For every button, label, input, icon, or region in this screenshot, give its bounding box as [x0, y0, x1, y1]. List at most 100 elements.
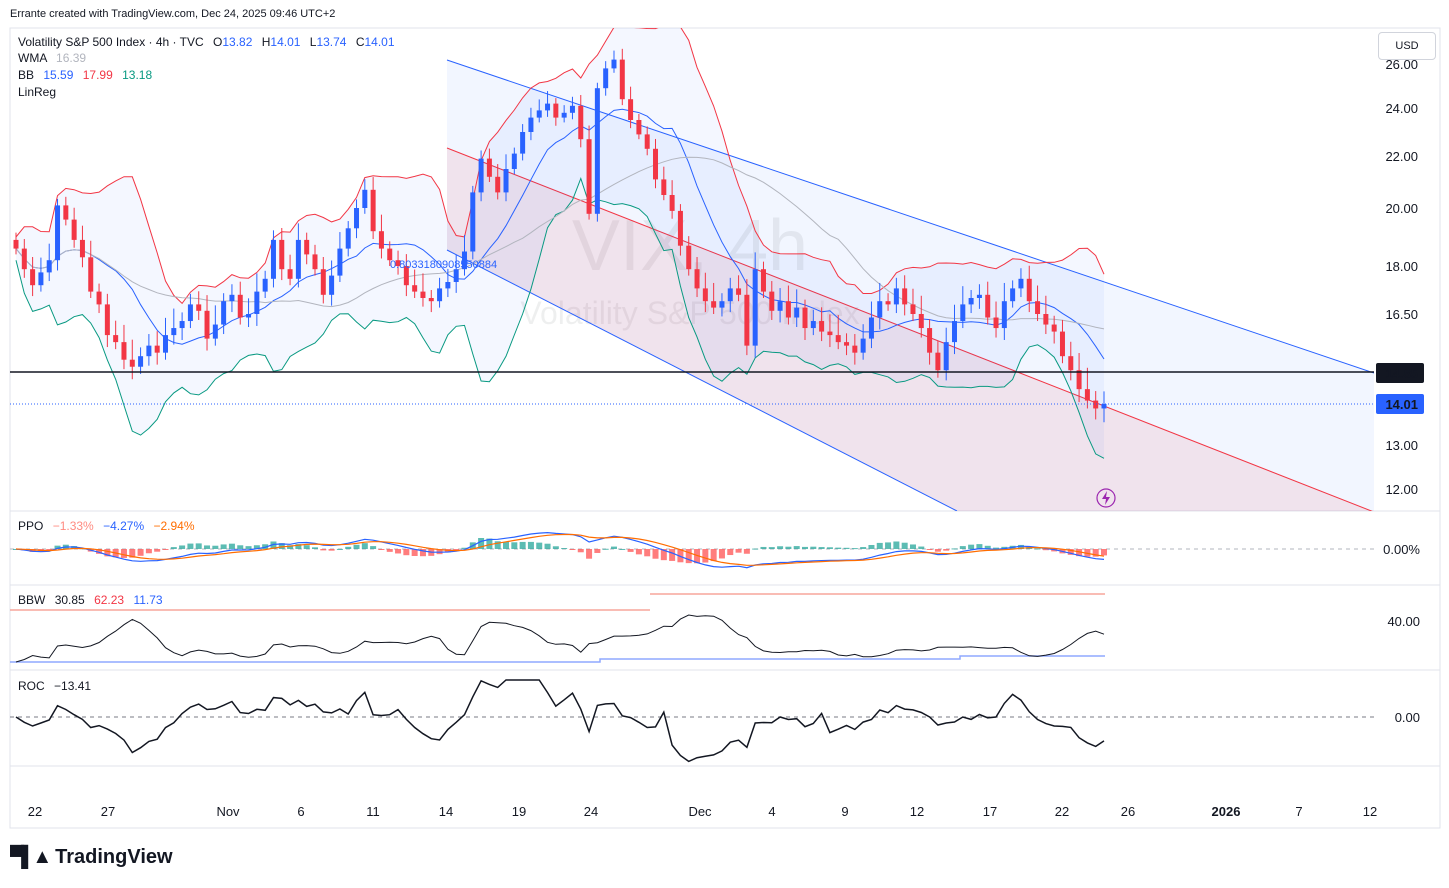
- ppo-histogram-bar: [843, 547, 850, 549]
- candle: [520, 132, 526, 154]
- candle: [561, 112, 567, 118]
- candle: [237, 294, 243, 318]
- candle: [868, 317, 874, 339]
- ppo-histogram-bar: [320, 549, 327, 551]
- candle: [395, 260, 401, 266]
- candle: [802, 307, 808, 329]
- ppo-histogram-bar: [943, 549, 950, 551]
- ppo-histogram-bar: [627, 549, 634, 552]
- candle: [179, 321, 185, 329]
- ppo-histogram-bar: [228, 543, 235, 549]
- bbw-lower-value: 11.73: [133, 593, 162, 607]
- ppo-histogram-bar: [677, 549, 684, 563]
- ppo-histogram-bar: [669, 549, 676, 561]
- candle: [785, 301, 791, 318]
- candle: [162, 335, 168, 353]
- ppo-histogram-bar: [1017, 544, 1024, 549]
- ppo-histogram-bar: [934, 549, 941, 552]
- candle: [877, 301, 883, 318]
- candle: [603, 68, 609, 89]
- candle: [769, 291, 775, 311]
- ppo-histogram-bar: [968, 544, 975, 549]
- x-tick: 11: [366, 804, 380, 819]
- ppo-histogram-bar: [478, 537, 485, 549]
- x-tick: 6: [297, 804, 304, 819]
- candle: [536, 110, 542, 118]
- ppo-line: [15, 531, 1105, 569]
- candle: [827, 331, 833, 336]
- candle: [154, 345, 160, 353]
- ppo-histogram-bar: [826, 547, 833, 549]
- currency-button[interactable]: USD: [1378, 32, 1436, 60]
- ppo-histogram-bar: [901, 542, 908, 549]
- ppo-histogram-bar: [187, 543, 194, 549]
- y-tick: 24.00: [1385, 101, 1418, 116]
- candle: [860, 338, 866, 353]
- ppo-histogram-bar: [959, 546, 966, 549]
- candle: [354, 208, 360, 229]
- x-tick: 22: [28, 804, 42, 819]
- roc-line: [15, 679, 1105, 763]
- linreg-upper-line: [446, 59, 1374, 374]
- lightning-glyph: [1102, 491, 1110, 505]
- candle: [794, 307, 800, 318]
- candle: [138, 356, 144, 367]
- candle: [453, 269, 459, 282]
- candle: [445, 282, 451, 289]
- y-tick: 20.00: [1385, 201, 1418, 216]
- ppo-histogram-bar: [1001, 546, 1008, 549]
- candle: [952, 321, 958, 343]
- candle: [1035, 301, 1041, 314]
- candle: [943, 342, 949, 371]
- candle: [711, 301, 717, 308]
- y-tick: 26.00: [1385, 57, 1418, 72]
- price-axis[interactable]: 26.00 24.00 22.00 20.00 18.00 16.50 13.0…: [1385, 57, 1418, 497]
- candle: [702, 288, 708, 302]
- candle: [669, 195, 675, 211]
- tradingview-logo[interactable]: ▀▌▲ TradingView: [10, 846, 173, 869]
- candle: [1076, 370, 1082, 390]
- linreg-value: 0.8033180908550884: [390, 259, 497, 271]
- ppo-histogram-bar: [594, 549, 601, 553]
- ppo-histogram-bar: [569, 549, 576, 550]
- candle: [927, 328, 933, 353]
- ppo-signal-value: −2.94%: [153, 519, 194, 533]
- ppo-histogram-bar: [918, 546, 925, 549]
- ppo-histogram-bar: [494, 541, 501, 549]
- ppo-axis-label: 0.00%: [1383, 542, 1420, 557]
- svg-text:Volatility S&P 500 Index · 4h: Volatility S&P 500 Index · 4h · TVC O13.…: [18, 35, 395, 49]
- ppo-histogram-bar: [46, 549, 53, 551]
- ppo-histogram-bar: [129, 549, 136, 558]
- ppo-histogram-bar: [793, 546, 800, 549]
- ppo-histogram-bar: [287, 545, 294, 549]
- ppo-histogram-bar: [262, 544, 269, 549]
- candle: [196, 304, 202, 311]
- tradingview-logo-icon: ▀▌▲: [10, 846, 52, 868]
- y-tick: 13.00: [1385, 438, 1418, 453]
- ppo-histogram-bar: [893, 541, 900, 549]
- ppo-histogram-bar: [386, 549, 393, 552]
- ppo-histogram-bar: [519, 541, 526, 549]
- candle: [13, 239, 19, 249]
- bbw-line: [15, 614, 1105, 663]
- time-axis[interactable]: 22 27 Nov 6 11 14 19 24 Dec 4 9 12 17 22…: [28, 804, 1377, 819]
- candle: [478, 158, 484, 193]
- ppo-histogram-bar: [378, 549, 385, 550]
- candles: [13, 48, 1107, 423]
- ppo-histogram-bar: [685, 549, 692, 564]
- ppo-histogram-bar: [735, 549, 742, 553]
- chart-credit: Errante created with TradingView.com, De…: [10, 8, 336, 20]
- candle: [246, 314, 252, 318]
- ppo-signal-line: [15, 533, 1105, 566]
- candle: [187, 304, 193, 322]
- candle: [486, 158, 492, 177]
- candle: [362, 189, 368, 208]
- linreg-mid-line: [446, 147, 1373, 511]
- candle: [810, 321, 816, 329]
- ppo-histogram-bar: [909, 544, 916, 549]
- candle: [644, 134, 650, 149]
- candle: [1018, 278, 1024, 289]
- candle: [46, 260, 52, 273]
- alert-lightning-icon[interactable]: [1096, 488, 1116, 508]
